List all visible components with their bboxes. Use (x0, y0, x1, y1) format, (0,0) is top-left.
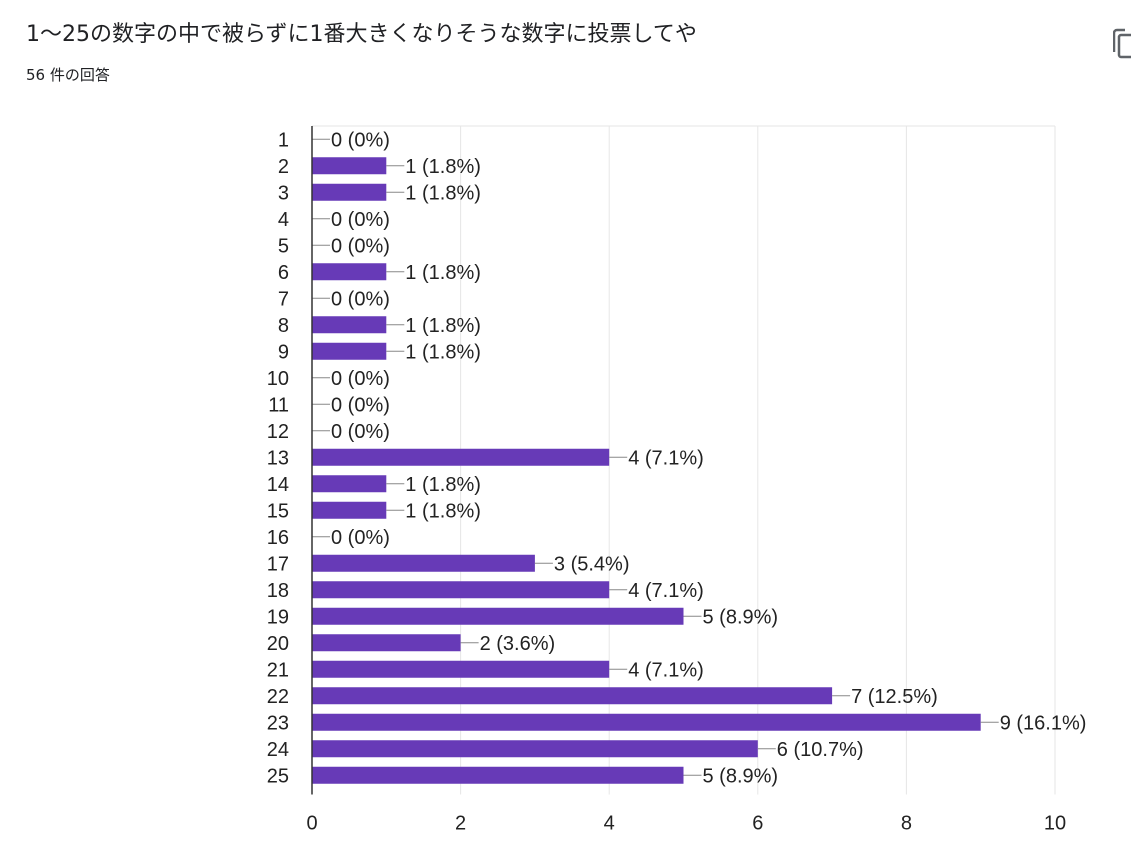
bar (312, 634, 461, 652)
data-label: 0 (0%) (331, 288, 390, 310)
response-count: 56 件の回答 (26, 66, 110, 84)
category-label: 24 (267, 739, 289, 761)
bar (312, 183, 387, 201)
data-label: 2 (3.6%) (480, 633, 556, 655)
data-label: 1 (1.8%) (405, 315, 481, 337)
data-label: 5 (8.9%) (703, 765, 779, 787)
bar (312, 501, 387, 519)
category-label: 18 (267, 580, 289, 602)
x-tick-label: 8 (901, 813, 912, 835)
category-label: 7 (278, 288, 289, 310)
category-label: 17 (267, 553, 289, 575)
x-tick-label: 4 (604, 813, 615, 835)
category-label: 1 (278, 129, 289, 151)
x-tick-label: 2 (455, 813, 466, 835)
data-label: 5 (8.9%) (703, 606, 779, 628)
data-label: 4 (7.1%) (628, 659, 704, 681)
data-label: 0 (0%) (331, 209, 390, 231)
copy-icon (1113, 28, 1131, 59)
data-label: 0 (0%) (331, 421, 390, 443)
bar (312, 740, 758, 758)
bars (312, 138, 999, 784)
category-label: 21 (267, 659, 289, 681)
data-label: 1 (1.8%) (405, 182, 481, 204)
category-label: 15 (267, 500, 289, 522)
category-label: 22 (267, 686, 289, 708)
data-label: 0 (0%) (331, 235, 390, 257)
bar (312, 713, 981, 731)
bar (312, 448, 610, 466)
bar (312, 607, 684, 625)
data-label: 6 (10.7%) (777, 739, 864, 761)
category-label: 5 (278, 235, 289, 257)
category-label: 25 (267, 765, 289, 787)
question-title: 1〜25の数字の中で被らずに1番大きくなりそうな数字に投票してや (26, 22, 697, 47)
labels: 0 2 4 6 8 100 (0%)11 (1.8%)21 (1.8%)30 (0%)40… (267, 129, 1087, 834)
bar (312, 157, 387, 175)
data-label: 1 (1.8%) (405, 262, 481, 284)
data-label: 0 (0%) (331, 368, 390, 390)
category-label: 3 (278, 182, 289, 204)
category-label: 9 (278, 341, 289, 363)
x-tick-label: 10 (1044, 813, 1066, 835)
bar (312, 660, 610, 678)
bar (312, 766, 684, 784)
bar (312, 316, 387, 334)
bar (312, 581, 610, 599)
data-label: 0 (0%) (331, 129, 390, 151)
data-label: 7 (12.5%) (851, 686, 938, 708)
category-label: 20 (267, 633, 289, 655)
bar (312, 342, 387, 360)
category-label: 2 (278, 156, 289, 178)
category-label: 19 (267, 606, 289, 628)
bar (312, 475, 387, 493)
category-label: 16 (267, 527, 289, 549)
x-tick-label: 6 (752, 813, 763, 835)
category-label: 6 (278, 262, 289, 284)
category-label: 10 (267, 368, 289, 390)
x-tick-label: 0 (306, 813, 317, 835)
category-label: 14 (267, 474, 289, 496)
data-label: 1 (1.8%) (405, 474, 481, 496)
bar (312, 263, 387, 281)
data-label: 1 (1.8%) (405, 156, 481, 178)
bar (312, 554, 535, 572)
data-label: 4 (7.1%) (628, 447, 704, 469)
data-label: 1 (1.8%) (405, 500, 481, 522)
data-label: 0 (0%) (331, 394, 390, 416)
category-label: 4 (278, 209, 289, 231)
data-label: 9 (16.1%) (1000, 712, 1087, 734)
category-label: 13 (267, 447, 289, 469)
data-label: 0 (0%) (331, 527, 390, 549)
data-label: 3 (5.4%) (554, 553, 630, 575)
bar (312, 687, 833, 705)
data-label: 1 (1.8%) (405, 341, 481, 363)
category-label: 11 (268, 394, 289, 416)
category-label: 23 (267, 712, 289, 734)
category-label: 8 (278, 315, 289, 337)
category-label: 12 (267, 421, 289, 443)
data-label: 4 (7.1%) (628, 580, 704, 602)
copy-chart-button[interactable] (1113, 22, 1131, 60)
